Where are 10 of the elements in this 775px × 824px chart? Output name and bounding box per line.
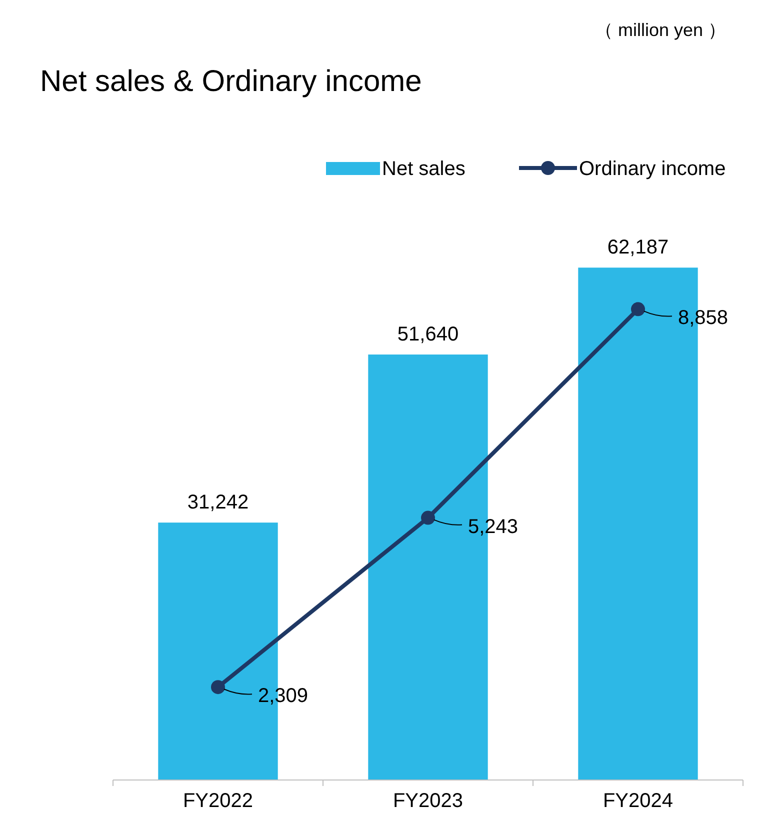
data-label: 31,242 <box>187 492 249 514</box>
data-label: 62,187 <box>607 236 669 259</box>
x-tick-label: FY2024 <box>602 790 674 812</box>
legend-label: Net sales <box>382 158 466 180</box>
legend-label: Ordinary income <box>579 158 726 180</box>
chart-title: Net sales & Ordinary income <box>40 65 422 98</box>
x-tick-label: FY2022 <box>182 790 254 812</box>
x-tick-label: FY2023 <box>392 790 464 812</box>
text: （ million yen ） <box>594 20 726 40</box>
data-label: 51,640 <box>397 324 459 346</box>
